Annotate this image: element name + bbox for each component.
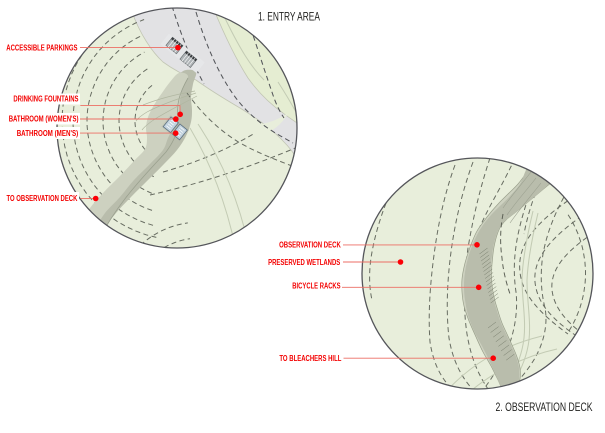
svg-text:BICYCLE RACKS: BICYCLE RACKS	[292, 281, 340, 290]
svg-text:TO OBSERVATION DECK: TO OBSERVATION DECK	[7, 194, 78, 203]
svg-text:DRINKING FOUNTAINS: DRINKING FOUNTAINS	[13, 95, 78, 104]
svg-text:BATHROOM (MEN'S): BATHROOM (MEN'S)	[17, 129, 79, 138]
svg-text:ACCESSIBLE PARKINGS: ACCESSIBLE PARKINGS	[6, 44, 77, 53]
svg-text:2. OBSERVATION DECK: 2. OBSERVATION DECK	[496, 401, 593, 414]
svg-text:TO BLEACHERS HILL: TO BLEACHERS HILL	[279, 354, 341, 363]
svg-text:OBSERVATION DECK: OBSERVATION DECK	[279, 240, 341, 249]
svg-text:1. ENTRY AREA: 1. ENTRY AREA	[258, 11, 320, 24]
svg-text:BATHROOM (WOMEN'S): BATHROOM (WOMEN'S)	[9, 115, 79, 124]
svg-text:PRESERVED WETLANDS: PRESERVED WETLANDS	[268, 258, 340, 267]
